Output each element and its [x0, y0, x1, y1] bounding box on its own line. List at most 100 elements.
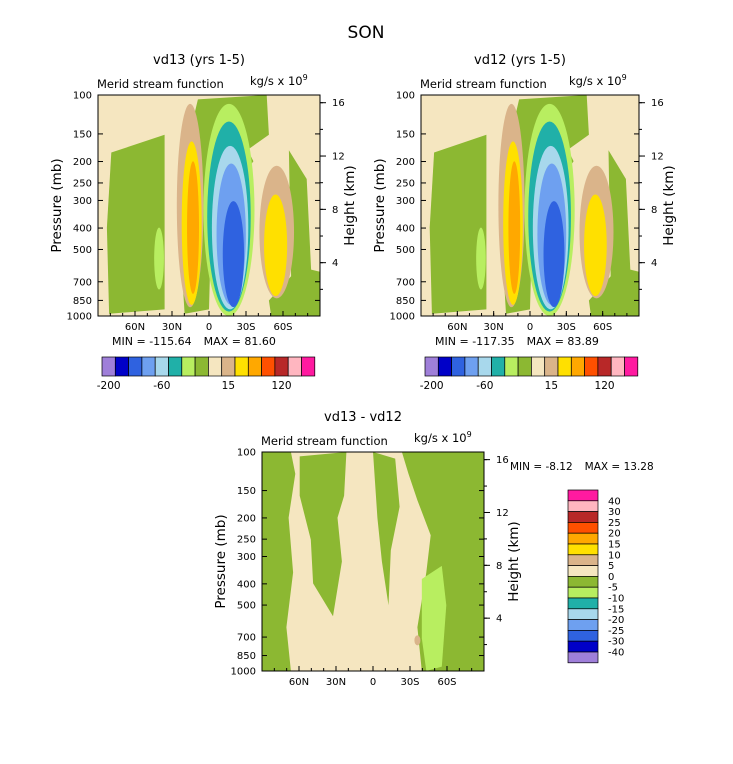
min-value: -8.12 [545, 461, 572, 473]
height-tick-label: 4 [496, 614, 502, 625]
legend-label: -5 [608, 583, 618, 594]
y-axis-label: Pressure (mb) [213, 514, 229, 608]
colorbar-swatch [557, 356, 572, 377]
colorbar-swatch [491, 356, 506, 377]
x-tick-label: 0 [527, 322, 533, 333]
legend-swatch [567, 608, 599, 620]
y-tick-label: 250 [396, 178, 415, 189]
nh-cell-level-3 [187, 161, 200, 294]
y-axis-right: 16 12 8 4 [320, 98, 345, 290]
colorbar-swatch [451, 356, 466, 377]
y-tick-label: 400 [237, 579, 256, 590]
y-tick-label: 300 [237, 552, 256, 563]
chart-panel-1: vd13 (yrs 1-5) Merid stream function kg/s … [49, 53, 358, 392]
colorbar-swatch [301, 356, 316, 377]
colorbar-swatch [114, 356, 129, 377]
x-tick-label: 30N [326, 677, 346, 688]
legend-label: -40 [608, 648, 624, 659]
figure-title: SON [348, 23, 385, 43]
y-axis-right-label: Height (km) [342, 165, 358, 245]
y-tick-label: 400 [396, 224, 415, 235]
min-label: MIN = [112, 335, 149, 348]
max-label: MAX = [527, 335, 568, 348]
max-value: 13.28 [624, 461, 654, 473]
colorbar-swatch [624, 356, 639, 377]
contour-field [262, 452, 484, 671]
y-tick-label: 150 [73, 129, 92, 140]
y-tick-label: 250 [73, 178, 92, 189]
negative-region-3 [373, 452, 400, 606]
y-tick-label: 500 [396, 245, 415, 256]
y-tick-label: 100 [73, 91, 92, 102]
height-tick-label: 16 [651, 98, 664, 109]
legend-label: 20 [608, 529, 621, 540]
colorbar-swatch [531, 356, 546, 377]
sh-main-cell-level-5 [222, 201, 245, 308]
x-tick-label: 60N [447, 322, 467, 333]
y-axis-right-label: Height (km) [506, 521, 522, 601]
legend-swatch [567, 640, 599, 653]
x-tick-label: 0 [370, 677, 376, 688]
height-tick-label: 12 [496, 508, 509, 519]
height-tick-label: 8 [651, 205, 657, 216]
panel-subtitle: Merid stream function [420, 77, 547, 91]
x-axis: 60N 30N 0 30S 60S [273, 666, 473, 688]
colorbar-swatch [517, 356, 532, 377]
legend-swatch [567, 576, 599, 588]
colorbar-swatch [261, 356, 276, 377]
colorbar-label: -200 [420, 380, 444, 392]
legend-swatch [567, 565, 599, 577]
y-tick-label: 400 [73, 224, 92, 235]
y-tick-label: 200 [73, 157, 92, 168]
y-tick-label: 100 [396, 91, 415, 102]
colorbar-swatch [247, 356, 262, 377]
min-label: MIN = [510, 461, 545, 473]
y-axis-label: Pressure (mb) [49, 158, 65, 252]
y-tick-label: 850 [237, 651, 256, 662]
max-label: MAX = [204, 335, 245, 348]
colorbar-label: 15 [222, 380, 235, 392]
legend-swatch [567, 586, 599, 599]
x-tick-label: 30S [400, 677, 419, 688]
y-tick-label: 700 [396, 277, 415, 288]
panel-title: vd12 (yrs 1-5) [474, 53, 566, 68]
y-tick-label: 300 [73, 196, 92, 207]
negative-region-1 [106, 134, 165, 314]
legend-swatch [567, 500, 599, 512]
x-axis: 60N 30N 0 30S 60S [432, 311, 628, 333]
height-tick-label: 4 [332, 258, 338, 269]
negative-region-3 [588, 150, 639, 316]
legend-swatch [567, 554, 599, 566]
legend-swatch [567, 532, 599, 545]
height-tick-label: 4 [651, 258, 657, 269]
colorbar-swatch [274, 356, 289, 377]
min-max-text: MIN = -8.12 MAX = 13.28 [510, 461, 654, 473]
max-value: 83.89 [567, 335, 599, 348]
min-value: -115.64 [149, 335, 191, 348]
colorbar-swatch [570, 356, 585, 377]
y-tick-label: 700 [73, 277, 92, 288]
legend-swatch [567, 522, 599, 534]
y-axis-right-label: Height (km) [661, 165, 677, 245]
panel-subtitle: Merid stream function [97, 77, 224, 91]
contour-field [98, 95, 320, 316]
colorbar-swatch [464, 356, 479, 377]
panel-subtitle: Merid stream function [261, 434, 388, 448]
height-tick-label: 8 [496, 561, 502, 572]
units-label: kg/s x 109 [250, 73, 308, 88]
x-tick-label: 30N [484, 322, 504, 333]
colorbar-swatch [208, 356, 223, 377]
nh-cell-level-3 [508, 161, 521, 294]
min-max-text: MIN = -115.64 MAX = 81.60 [112, 335, 276, 348]
colorbar-swatch [477, 356, 492, 377]
y-tick-label: 1000 [231, 667, 256, 678]
legend-swatch [567, 543, 599, 556]
chart-panel-2: vd12 (yrs 1-5) Merid stream function kg/s … [372, 53, 677, 392]
x-tick-label: 30N [162, 322, 182, 333]
colorbar: -200 -60 15 120 [420, 356, 639, 392]
weak-positive-patch [414, 635, 421, 646]
sh-positive-cell-level-2 [584, 194, 607, 297]
colorbar-swatch [181, 356, 196, 377]
colorbar-label: -60 [476, 380, 493, 392]
